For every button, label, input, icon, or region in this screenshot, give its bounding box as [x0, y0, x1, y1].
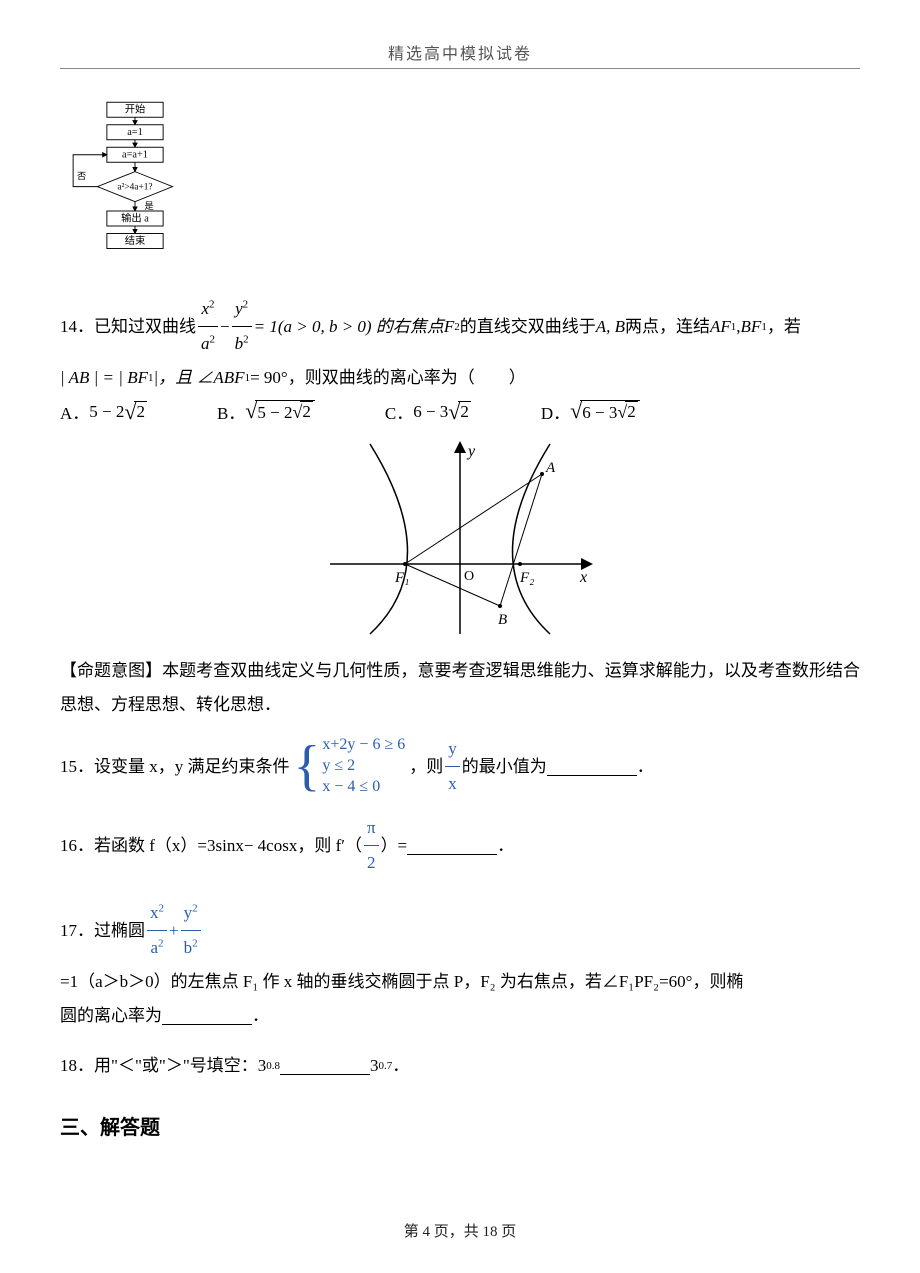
q16-fn: π: [364, 811, 379, 845]
q14-minus: −: [220, 310, 230, 344]
header-rule: [60, 68, 860, 69]
fig-x: x: [579, 569, 587, 586]
q17-blank: [162, 1007, 252, 1025]
q18-e1: 0.8: [266, 1055, 280, 1077]
hyperbola-figure: y x O F₁ F₂ A B: [310, 434, 610, 644]
q14-AF1: AF: [710, 310, 731, 344]
q16-p: ．: [497, 829, 514, 863]
fc-inc: a=a+1: [122, 150, 148, 161]
fig-a: A: [545, 460, 556, 476]
fig-o: O: [464, 569, 474, 584]
q14-choices: A． 5 − 2 √2 B． √ 5 − 2√2 C． 6 − 3 √2 D． …: [60, 395, 860, 430]
q17-eq: =1（a＞b＞0）的左焦点 F₁ 作 x 轴的垂线交椭圆于点 P，F₂ 为右焦点…: [60, 965, 743, 999]
q17-l2t: 圆的离心率为: [60, 999, 162, 1033]
cb-l: B．: [217, 399, 245, 424]
q17-plus: +: [169, 914, 179, 948]
ca-v: 5 − 2: [89, 402, 124, 422]
q14-l2c: = 90°，则双曲线的离心率为（ ）: [250, 361, 526, 395]
q17-p: ．: [252, 999, 269, 1033]
q15: 15．设变量 x，y 满足约束条件 { x+2y − 6 ≥ 6 y ≤ 2 x…: [60, 732, 860, 801]
cd-s: 2: [625, 401, 638, 422]
q18-blank: [280, 1057, 370, 1075]
ft-mid: 页，共: [430, 1224, 483, 1240]
fc-a1: a=1: [127, 127, 143, 138]
q16-blank: [407, 837, 497, 855]
q15-s2: x − 4 ≤ 0: [322, 777, 405, 798]
q14-F2: F: [444, 310, 454, 344]
page-footer: 第 4 页，共 18 页: [0, 1220, 920, 1241]
choice-a: A． 5 − 2 √2: [60, 399, 147, 424]
q18: 18．用"＜"或"＞"号填空：30.8 30.7 ．: [60, 1049, 860, 1083]
fc-out: 输出 a: [121, 211, 149, 224]
q15-mid: ，则: [409, 750, 443, 784]
q14-prefix: 14．已知过双曲线: [60, 310, 196, 344]
fig-b: B: [498, 612, 507, 628]
fc-cond: a²>4a+1?: [117, 182, 152, 192]
ft-pre: 第: [404, 1224, 423, 1240]
ca-s: 2: [134, 401, 147, 422]
q17-prefix: 17．过椭圆: [60, 914, 145, 948]
cb-v: 5 − 2: [257, 403, 292, 422]
q14-f2d: b: [235, 334, 244, 353]
q15-system: { x+2y − 6 ≥ 6 y ≤ 2 x − 4 ≤ 0: [294, 735, 406, 797]
ft-post: 页: [498, 1224, 517, 1240]
q18-p: ．: [392, 1049, 409, 1083]
q14-AB: A, B: [596, 310, 625, 344]
q18-prefix: 18．用"＜"或"＞"号填空：3: [60, 1049, 266, 1083]
q16-mid: ）=: [381, 829, 408, 863]
cc-v: 6 − 3: [413, 402, 448, 422]
q15-tail: 的最小值为: [462, 750, 547, 784]
ft-cur: 4: [422, 1224, 430, 1240]
q14-line2: | AB | = | BF1 |，且 ∠ABF1 = 90°，则双曲线的离心率为…: [60, 361, 860, 395]
q14-tail1: ，若: [767, 310, 801, 344]
q14-f1n: x: [201, 299, 209, 318]
cb-s: 2: [300, 401, 313, 422]
cc-l: C．: [385, 399, 413, 424]
fc-end: 结束: [125, 234, 146, 247]
fig-f1: F₁: [394, 570, 409, 586]
choice-c: C． 6 − 3 √2: [385, 399, 471, 424]
q16-fd: 2: [364, 845, 379, 880]
q15-p: ．: [637, 750, 654, 784]
cd-v: 6 − 3: [582, 403, 617, 422]
q14-f2n: y: [235, 299, 243, 318]
q14-l2a: | AB | = | BF: [60, 361, 148, 395]
q14-mid1: = 1(a > 0, b > 0) 的右焦点: [254, 310, 444, 344]
q15-blank: [547, 758, 637, 776]
q14-l2b: |，且 ∠ABF: [153, 361, 244, 395]
choice-b: B． √ 5 − 2√2: [217, 399, 315, 424]
fc-no: 否: [77, 171, 86, 182]
q14-BF1: BF: [741, 310, 762, 344]
q14-commentary: 【命题意图】本题考查双曲线定义与几何性质，意要考查逻辑思维能力、运算求解能力，以…: [60, 654, 860, 722]
q15-s0: x+2y − 6 ≥ 6: [322, 735, 405, 756]
q15-prefix: 15．设变量 x，y 满足约束条件: [60, 750, 290, 784]
q15-s1: y ≤ 2: [322, 756, 405, 777]
section-3-heading: 三、解答题: [60, 1111, 860, 1140]
q17-l1: 17．过椭圆 x2 a2 + y2 b2 =1（a＞b＞0）的左焦点 F₁ 作 …: [60, 896, 860, 999]
flowchart-figure: 开始 a=1 a=a+1 a²>4a+1? 是 输出 a 结束 否: [60, 91, 210, 271]
q14-mid3: 两点，连结: [625, 310, 710, 344]
q18-mid: 3: [370, 1049, 379, 1083]
q16: 16．若函数 f（x）=3sinx− 4cosx，则 f′（ π 2 ）= ．: [60, 811, 860, 880]
fig-y: y: [466, 443, 476, 460]
fc-start: 开始: [125, 103, 146, 116]
ca-l: A．: [60, 399, 89, 424]
q18-e2: 0.7: [379, 1055, 393, 1077]
q16-prefix: 16．若函数 f（x）=3sinx− 4cosx，则 f′（: [60, 829, 362, 863]
q14-line1: 14．已知过双曲线 x2 a2 − y2 b2 = 1(a > 0, b > 0…: [60, 292, 860, 361]
fc-yes: 是: [144, 201, 153, 212]
choice-d: D． √ 6 − 3√2: [541, 399, 640, 424]
q14-f1d: a: [201, 334, 210, 353]
q14-mid2: 的直线交双曲线于: [460, 310, 596, 344]
ft-total: 18: [483, 1224, 498, 1240]
q15-fn: y: [445, 732, 460, 766]
q15-fd: x: [445, 766, 460, 801]
page-header-title: 精选高中模拟试卷: [60, 40, 860, 68]
q17-l2: 圆的离心率为 ．: [60, 999, 860, 1033]
cd-l: D．: [541, 399, 570, 424]
cc-s: 2: [458, 401, 471, 422]
fig-f2: F₂: [519, 570, 534, 586]
